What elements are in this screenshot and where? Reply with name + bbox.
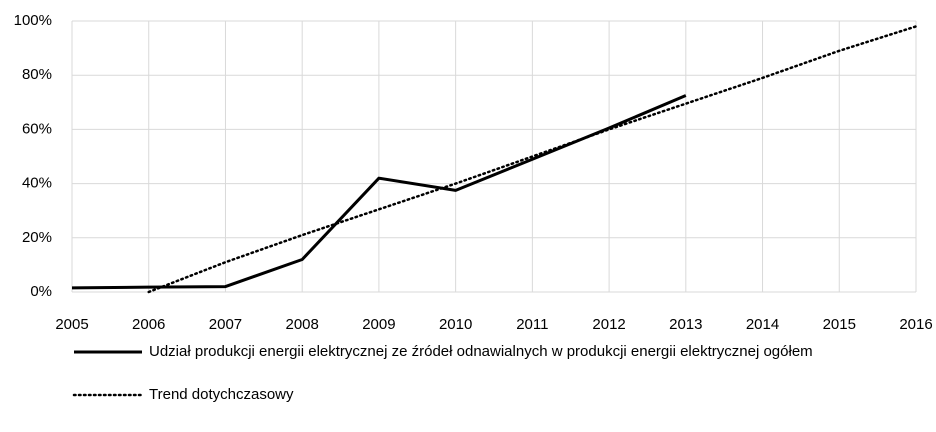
legend-label: Udział produkcji energii elektrycznej ze… bbox=[149, 343, 813, 360]
series-line bbox=[147, 25, 918, 294]
y-tick-label: 100% bbox=[14, 12, 52, 29]
y-tick-label: 60% bbox=[22, 120, 52, 137]
y-tick-label: 0% bbox=[30, 283, 52, 300]
x-tick-label: 2010 bbox=[439, 316, 472, 333]
legend-label: Trend dotychczasowy bbox=[149, 386, 294, 403]
y-tick-label: 80% bbox=[22, 66, 52, 83]
x-tick-label: 2012 bbox=[592, 316, 625, 333]
x-tick-label: 2011 bbox=[516, 316, 548, 333]
x-tick-label: 2008 bbox=[285, 316, 318, 333]
x-tick-label: 2007 bbox=[209, 316, 242, 333]
y-tick-label: 40% bbox=[22, 175, 52, 192]
x-tick-label: 2006 bbox=[132, 316, 165, 333]
x-tick-label: 2016 bbox=[899, 316, 932, 333]
x-tick-label: 2013 bbox=[669, 316, 702, 333]
x-tick-label: 2005 bbox=[55, 316, 88, 333]
x-tick-label: 2015 bbox=[823, 316, 856, 333]
x-tick-label: 2009 bbox=[362, 316, 395, 333]
x-tick-label: 2014 bbox=[746, 316, 779, 333]
y-tick-label: 20% bbox=[22, 229, 52, 246]
